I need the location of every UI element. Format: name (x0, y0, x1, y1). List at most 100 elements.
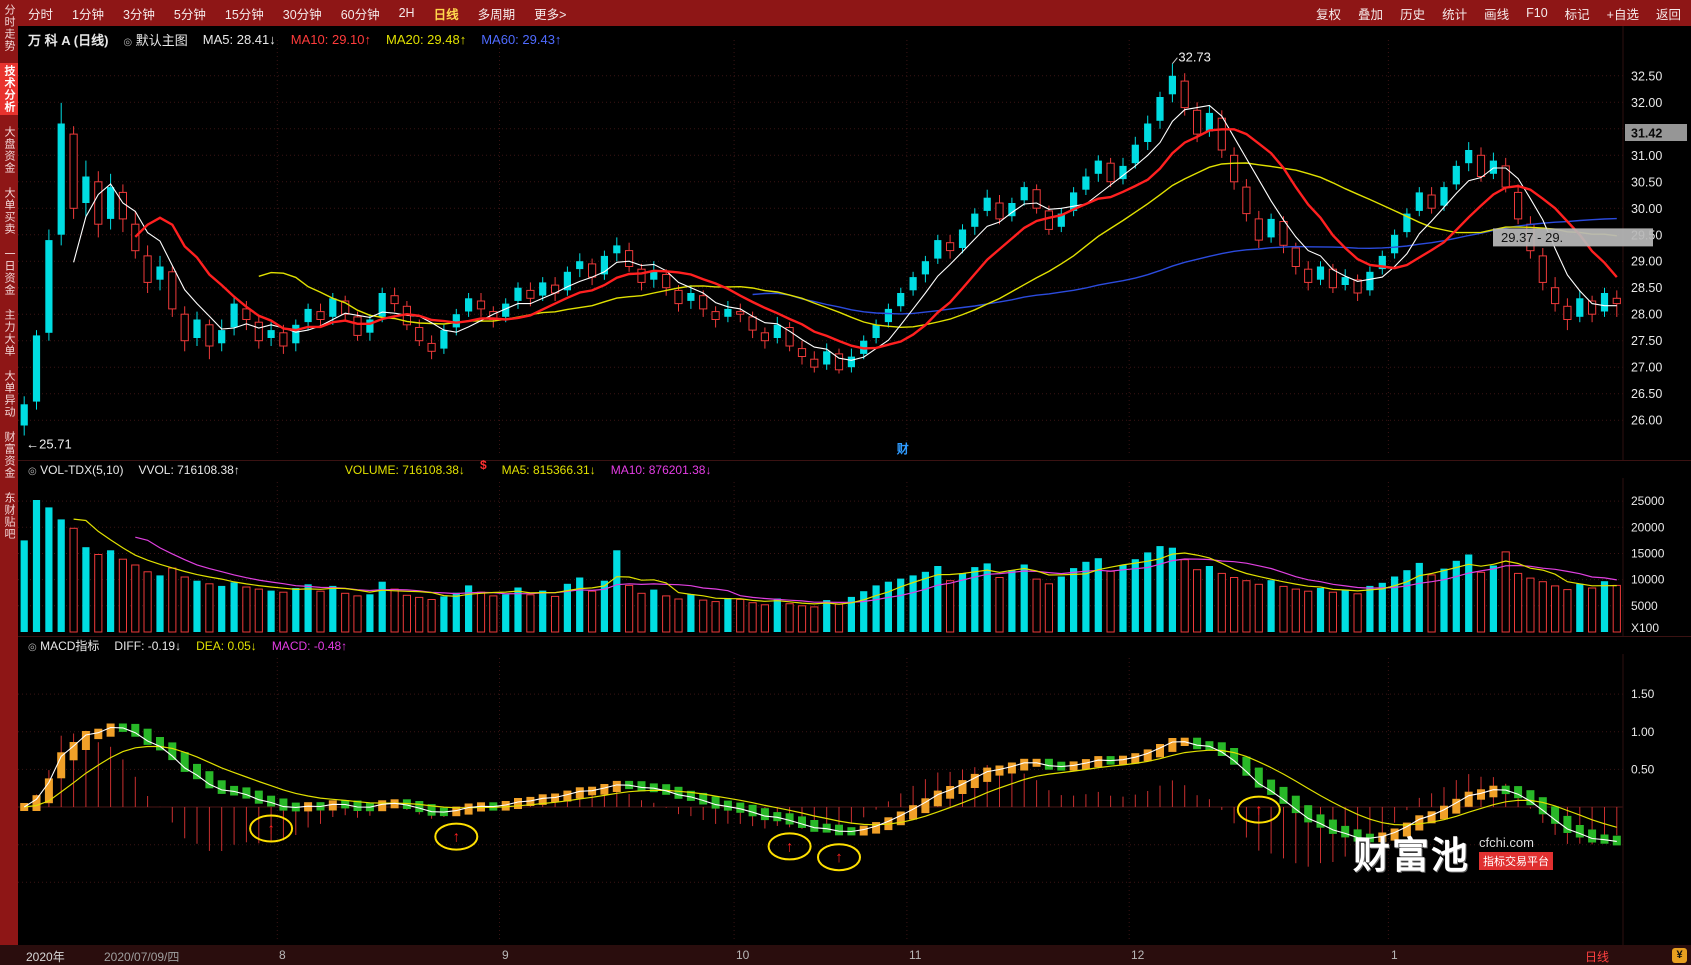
svg-text:27.00: 27.00 (1631, 361, 1662, 375)
volume-indicator-name[interactable]: ◎ VOL-TDX(5,10) (28, 463, 123, 477)
dollar-marker: $ (479, 457, 487, 472)
pane-divider (18, 636, 1691, 637)
toolbar-tool-item[interactable]: 统计 (1442, 7, 1468, 22)
pane-divider (18, 460, 1691, 461)
svg-text:↑: ↑ (453, 829, 461, 846)
axis-year-label: 2020年 (26, 950, 65, 964)
sidebar-item[interactable]: 大单异动 (3, 370, 15, 418)
svg-text:27.50: 27.50 (1631, 334, 1662, 348)
indicator-label: 默认主图 (135, 33, 188, 48)
toolbar-tool-item[interactable]: 复权 (1316, 7, 1342, 22)
toolbar-tool-item[interactable]: 叠加 (1358, 7, 1384, 22)
macd-indicator-name[interactable]: ◎ MACD指标 (28, 637, 99, 654)
volume-bars (20, 500, 1621, 633)
svg-text:20000: 20000 (1631, 520, 1665, 534)
vol-ma5-value: MA5: 815366.31↓ (501, 462, 596, 477)
toolbar-period-item[interactable]: 日线 (433, 7, 459, 22)
toolbar-period-item[interactable]: 60分钟 (340, 7, 380, 22)
volume-chart[interactable]: 25000 20000 15000 10000 5000 X100 (18, 478, 1691, 636)
svg-text:26.50: 26.50 (1631, 387, 1662, 401)
svg-text:29.37 - 29.: 29.37 - 29. (1501, 230, 1563, 245)
svg-text:1.50: 1.50 (1631, 687, 1655, 701)
svg-text:26.00: 26.00 (1631, 414, 1662, 428)
sidebar-item[interactable]: 一日资金 (3, 248, 15, 296)
volume-axis: 25000 20000 15000 10000 5000 X100 (1631, 494, 1665, 635)
sidebar-item[interactable]: 分时走势 (3, 4, 15, 52)
watermark: 财富池 cfchi.com 指标交易平台 (1353, 825, 1553, 879)
chart-annotations: 32.73 ←25.71 财 (26, 50, 1211, 456)
vvol-value: VVOL: 716108.38↑ (138, 462, 240, 477)
toolbar-tool-item[interactable]: 画线 (1484, 7, 1510, 22)
macd-lines (23, 726, 1617, 842)
sidebar-item[interactable]: 财富资金 (3, 431, 15, 479)
top-toolbar: 分时 1分钟 3分钟 5分钟 15分钟 30分钟 60分钟 2H 日线 多周期 更多> 复权 叠加 历史… (18, 0, 1691, 26)
svg-text:28.00: 28.00 (1631, 308, 1662, 322)
svg-text:31.42: 31.42 (1631, 127, 1662, 141)
svg-text:财: 财 (896, 441, 909, 456)
sidebar-item[interactable]: 主力大单 (3, 309, 15, 357)
candlestick-chart[interactable]: 32.5032.0031.0030.5030.0029.5029.0028.50… (18, 26, 1691, 460)
macd-chart[interactable]: ↑ ↑ ↑ ↑ ↑ 1.50 1.00 0.50 (18, 654, 1691, 945)
volume-ma-lines (73, 518, 1617, 605)
ma60-legend: MA60: 29.43↑ (481, 32, 562, 47)
sidebar-item[interactable]: 大盘资金 (3, 126, 15, 174)
month-tick-label: 1 (1391, 948, 1398, 962)
dea-value: DEA: 0.05↓ (196, 638, 257, 653)
toolbar-period-item[interactable]: 5分钟 (173, 7, 206, 22)
diff-value: DIFF: -0.19↓ (114, 638, 182, 653)
toolbar-tool-item[interactable]: 标记 (1564, 7, 1590, 22)
svg-text:X100: X100 (1631, 621, 1659, 635)
main-indicator[interactable]: ◎ 默认主图 (123, 30, 187, 49)
svg-text:↑: ↑ (1255, 802, 1263, 819)
macd-name-label: MACD指标 (40, 639, 100, 653)
main-price-pane[interactable]: 万 科 A (日线) ◎ 默认主图 MA5: 28.41↓ MA10: 29.1… (18, 26, 1691, 460)
toolbar-period-item[interactable]: 30分钟 (282, 7, 322, 22)
toolbar-period-item[interactable]: 1分钟 (72, 7, 104, 22)
toolbar-period-item[interactable]: 2H (398, 6, 415, 20)
vol-name-label: VOL-TDX(5,10) (40, 462, 124, 477)
toolbar-tool-item[interactable]: 返回 (1655, 7, 1681, 22)
svg-text:31.00: 31.00 (1631, 149, 1662, 163)
toolbar-tool-item[interactable]: F10 (1526, 6, 1548, 20)
volume-pane[interactable]: 25000 20000 15000 10000 5000 X100 (18, 478, 1691, 636)
corner-tool-icon[interactable]: ¥ (1672, 948, 1687, 963)
svg-text:↑: ↑ (786, 838, 794, 855)
chart-title-row: 万 科 A (日线) ◎ 默认主图 MA5: 28.41↓ MA10: 29.1… (28, 30, 561, 49)
svg-text:5000: 5000 (1631, 599, 1658, 613)
macd-value: MACD: -0.48↑ (271, 638, 348, 653)
macd-bars (20, 723, 1621, 846)
price-axis: 32.5032.0031.0030.5030.0029.5029.0028.50… (1493, 69, 1687, 428)
toolbar-tool-item[interactable]: +自选 (1606, 7, 1639, 22)
left-sidebar: 分时走势技术分析大盘资金大单买卖一日资金主力大单大单异动财富资金东财贴吧 (0, 0, 18, 945)
month-tick-label: 10 (736, 948, 750, 962)
volume-value: VOLUME: 716108.38↓ (344, 462, 465, 477)
toolbar-period-item[interactable]: 3分钟 (122, 7, 155, 22)
bottom-axis: 2020年 2020/07/09/四 日线 ¥ 8 9 10 11 12 1 (0, 945, 1691, 965)
toolbar-period-item[interactable]: 更多> (534, 7, 567, 22)
ma-lines (73, 104, 1618, 361)
svg-text:0.50: 0.50 (1631, 762, 1655, 776)
volume-legend-row: ◎ VOL-TDX(5,10) VVOL: 716108.38↑ VOLUME:… (18, 457, 1691, 478)
toolbar-period-item[interactable]: 15分钟 (224, 7, 264, 22)
macd-axis: 1.50 1.00 0.50 (1631, 687, 1655, 776)
indicator-target-icon: ◎ (123, 37, 133, 48)
macd-pane[interactable]: ↑ ↑ ↑ ↑ ↑ 1.50 1.00 0.50 财富池 cfchi.com 指标交易平台 (18, 654, 1691, 945)
toolbar-period-item[interactable]: 分时 (28, 7, 54, 22)
svg-text:10000: 10000 (1631, 573, 1665, 587)
watermark-domain: cfchi.com (1479, 834, 1534, 850)
axis-period-label: 日线 (1584, 950, 1609, 964)
sidebar-item[interactable]: 技术分析 (0, 63, 18, 115)
svg-text:↑: ↑ (267, 821, 275, 838)
toolbar-period-item[interactable]: 多周期 (477, 7, 516, 22)
sidebar-item[interactable]: 大单买卖 (3, 187, 15, 235)
svg-text:1.00: 1.00 (1631, 725, 1655, 739)
sidebar-item[interactable]: 东财贴吧 (3, 492, 15, 540)
candles (20, 63, 1621, 436)
ma20-legend: MA20: 29.48↑ (386, 32, 467, 47)
svg-text:29.00: 29.00 (1631, 255, 1662, 269)
axis-start-date: 2020/07/09/四 (104, 950, 180, 964)
month-tick-label: 8 (279, 948, 286, 962)
month-tick-label: 11 (909, 948, 922, 962)
period-menu: 分时 1分钟 3分钟 5分钟 15分钟 30分钟 60分钟 2H 日线 多周期 更多> (28, 4, 566, 23)
toolbar-tool-item[interactable]: 历史 (1400, 7, 1426, 22)
